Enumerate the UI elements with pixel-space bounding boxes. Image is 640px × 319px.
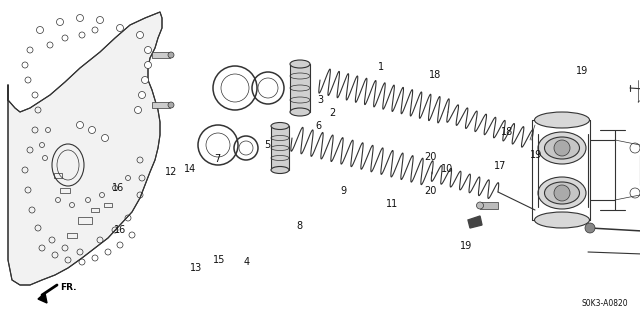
Text: 15: 15 xyxy=(212,255,225,265)
Ellipse shape xyxy=(538,132,586,164)
Bar xyxy=(54,173,62,177)
Ellipse shape xyxy=(290,60,310,68)
Circle shape xyxy=(585,223,595,233)
Circle shape xyxy=(56,19,63,26)
Bar xyxy=(152,52,170,58)
Text: 5: 5 xyxy=(264,140,271,150)
Circle shape xyxy=(136,32,143,39)
Polygon shape xyxy=(8,12,162,285)
Text: 13: 13 xyxy=(190,263,203,273)
Ellipse shape xyxy=(271,122,289,130)
Text: 7: 7 xyxy=(214,154,221,165)
Bar xyxy=(67,233,77,238)
Ellipse shape xyxy=(290,108,310,116)
Ellipse shape xyxy=(538,177,586,209)
Circle shape xyxy=(36,26,44,33)
Ellipse shape xyxy=(534,212,589,228)
Text: 19: 19 xyxy=(576,66,589,76)
Text: 16: 16 xyxy=(112,183,125,193)
Text: S0K3-A0820: S0K3-A0820 xyxy=(581,299,628,308)
Circle shape xyxy=(97,17,104,24)
Circle shape xyxy=(77,14,83,21)
Ellipse shape xyxy=(534,112,589,128)
Circle shape xyxy=(168,102,174,108)
Bar xyxy=(60,188,70,192)
Bar xyxy=(480,202,498,209)
Text: 18: 18 xyxy=(501,127,514,137)
Text: 2: 2 xyxy=(330,108,336,118)
Bar xyxy=(271,126,289,170)
Circle shape xyxy=(102,135,109,142)
Bar xyxy=(78,217,92,224)
Text: 18: 18 xyxy=(429,70,442,80)
Text: 10: 10 xyxy=(440,164,453,174)
Text: 6: 6 xyxy=(316,121,322,131)
Text: 8: 8 xyxy=(296,221,303,232)
Polygon shape xyxy=(468,216,482,228)
Circle shape xyxy=(168,52,174,58)
Circle shape xyxy=(116,25,124,32)
Circle shape xyxy=(141,77,148,84)
Ellipse shape xyxy=(271,167,289,174)
Text: 3: 3 xyxy=(317,95,323,106)
Circle shape xyxy=(554,140,570,156)
Circle shape xyxy=(134,107,141,114)
Polygon shape xyxy=(38,293,47,303)
Circle shape xyxy=(145,47,152,54)
Text: 1: 1 xyxy=(378,62,384,72)
Text: 11: 11 xyxy=(385,199,398,209)
Bar xyxy=(104,203,112,207)
Text: 19: 19 xyxy=(460,241,472,251)
Text: 16: 16 xyxy=(114,225,127,235)
Text: 4: 4 xyxy=(243,256,250,267)
Circle shape xyxy=(138,92,145,99)
Ellipse shape xyxy=(545,182,579,204)
Ellipse shape xyxy=(477,202,483,209)
Text: 12: 12 xyxy=(164,167,177,177)
Text: 20: 20 xyxy=(424,186,436,197)
Bar xyxy=(152,102,170,108)
Bar xyxy=(290,64,310,112)
Circle shape xyxy=(554,185,570,201)
Text: 14: 14 xyxy=(184,164,196,174)
Text: 19: 19 xyxy=(530,150,543,160)
Text: 17: 17 xyxy=(494,161,507,171)
Ellipse shape xyxy=(545,137,579,159)
Circle shape xyxy=(88,127,95,133)
Text: FR.: FR. xyxy=(60,283,77,292)
Circle shape xyxy=(145,62,152,69)
Bar xyxy=(91,208,99,212)
Text: 20: 20 xyxy=(424,152,436,162)
Circle shape xyxy=(77,122,83,129)
Text: 9: 9 xyxy=(340,186,347,197)
